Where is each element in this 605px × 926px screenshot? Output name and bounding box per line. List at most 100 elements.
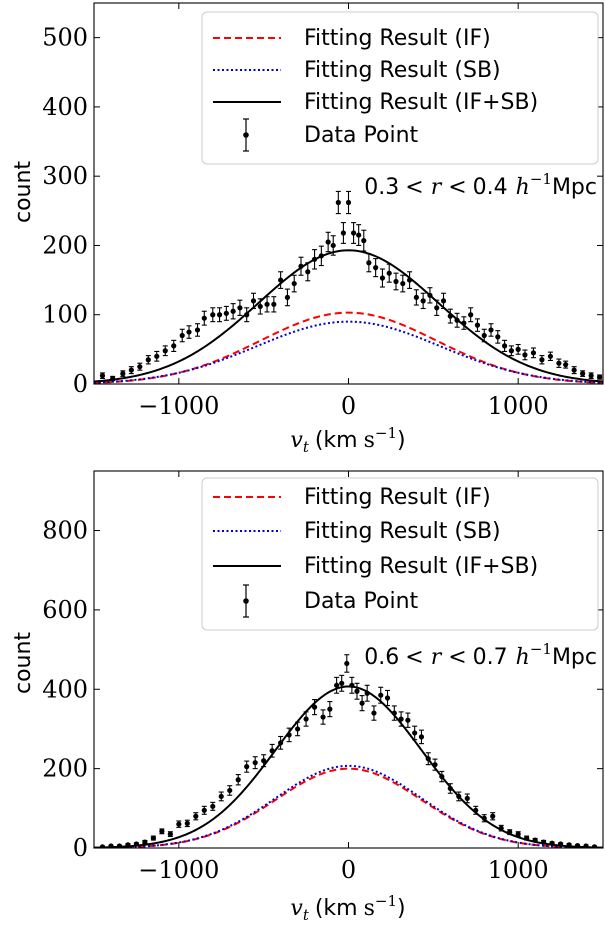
data-point xyxy=(145,355,151,365)
x-var-sub: t xyxy=(303,438,310,456)
data-marker xyxy=(490,813,496,819)
data-marker xyxy=(201,315,207,321)
data-point xyxy=(547,351,554,361)
series-line-fitting-result-sb- xyxy=(94,320,603,384)
data-marker xyxy=(284,294,291,301)
data-marker xyxy=(427,292,433,298)
data-marker xyxy=(524,835,530,841)
x-unit-s: s xyxy=(364,428,375,453)
data-marker xyxy=(137,364,143,370)
data-point xyxy=(99,844,106,848)
range-annotation: 0.3 < r < 0.4 h−1Mpc xyxy=(364,170,597,200)
data-point xyxy=(235,774,241,786)
data-marker xyxy=(216,312,223,318)
legend-label-data: Data Point xyxy=(304,123,419,148)
data-point xyxy=(278,735,284,750)
data-marker xyxy=(325,239,331,245)
data-point xyxy=(580,370,586,377)
data-point xyxy=(252,756,258,770)
data-marker xyxy=(335,199,341,206)
data-point xyxy=(549,840,555,846)
plot-area: −1000 0 1000 0 200 400 600 800 xyxy=(42,470,604,884)
data-marker xyxy=(330,242,336,249)
data-point xyxy=(330,235,336,256)
data-marker xyxy=(566,842,572,848)
data-point xyxy=(167,831,173,838)
data-marker xyxy=(201,807,207,813)
data-marker xyxy=(179,332,185,339)
data-point xyxy=(237,299,243,316)
data-marker xyxy=(142,839,148,845)
data-marker xyxy=(354,688,360,694)
data-marker xyxy=(116,843,123,848)
y-axis-label: count xyxy=(11,632,36,694)
data-point xyxy=(501,339,508,352)
data-point xyxy=(597,374,603,380)
legend-frame xyxy=(201,11,599,165)
data-marker xyxy=(547,353,554,359)
data-point xyxy=(335,190,341,215)
data-point xyxy=(216,307,223,323)
data-point xyxy=(286,727,292,743)
data-marker xyxy=(250,298,257,304)
data-point xyxy=(154,350,160,362)
data-point xyxy=(541,839,547,845)
data-point xyxy=(515,343,521,355)
data-point xyxy=(227,785,233,796)
x-unit-close: ) xyxy=(397,896,406,921)
data-point xyxy=(522,349,528,361)
data-marker xyxy=(271,301,277,307)
data-marker xyxy=(145,357,151,363)
data-point xyxy=(591,844,598,848)
annotation-h: h xyxy=(516,175,530,200)
data-point xyxy=(325,231,331,253)
data-point xyxy=(176,820,182,828)
data-marker xyxy=(364,690,370,696)
data-point xyxy=(257,298,263,315)
data-marker xyxy=(406,277,413,283)
data-marker xyxy=(373,265,379,271)
data-marker xyxy=(339,680,345,686)
data-point xyxy=(150,835,156,841)
y-tick-label: 100 xyxy=(42,301,88,329)
data-marker xyxy=(334,682,340,688)
data-point xyxy=(179,328,185,343)
annotation-unit: Mpc xyxy=(552,645,597,670)
data-point xyxy=(532,837,538,843)
data-point xyxy=(264,296,270,313)
data-point xyxy=(507,829,513,836)
x-var-sub: t xyxy=(303,906,310,924)
data-marker xyxy=(378,692,384,698)
data-marker xyxy=(311,256,318,262)
x-var: v xyxy=(290,428,303,453)
legend-label-if: Fitting Result (IF) xyxy=(304,485,491,510)
legend-label-total: Fitting Result (IF+SB) xyxy=(304,554,538,579)
series-line-fitting-result-if- xyxy=(94,311,603,384)
annotation-low: 0.6 xyxy=(364,645,399,670)
data-marker xyxy=(318,253,324,259)
data-point xyxy=(354,682,360,700)
data-marker xyxy=(501,343,508,349)
y-tick-label: 200 xyxy=(42,755,88,783)
data-point xyxy=(356,224,362,247)
annotation-low: 0.3 xyxy=(364,175,399,200)
data-point xyxy=(137,362,143,371)
data-marker xyxy=(473,807,479,813)
x-unit-open: (km xyxy=(315,896,358,921)
data-point xyxy=(210,307,216,323)
data-point xyxy=(223,305,229,321)
series-line-fitting-result-if-sb- xyxy=(94,685,603,848)
data-marker xyxy=(303,716,309,722)
data-point xyxy=(556,358,562,368)
svg-text:vt(kms−1): vt (km s−1) xyxy=(290,892,405,924)
legend-entry-if: Fitting Result (IF) xyxy=(213,26,491,51)
data-point xyxy=(318,245,324,267)
data-marker xyxy=(235,777,241,783)
data-point xyxy=(498,824,504,832)
x-axis-label: vt (km s−1) xyxy=(290,892,405,924)
svg-text:0.3< r <0.4h−1Mpc: 0.3 < r < 0.4 h−1Mpc xyxy=(364,170,597,200)
data-marker xyxy=(244,764,250,770)
data-point xyxy=(364,684,370,702)
data-point xyxy=(412,725,418,741)
